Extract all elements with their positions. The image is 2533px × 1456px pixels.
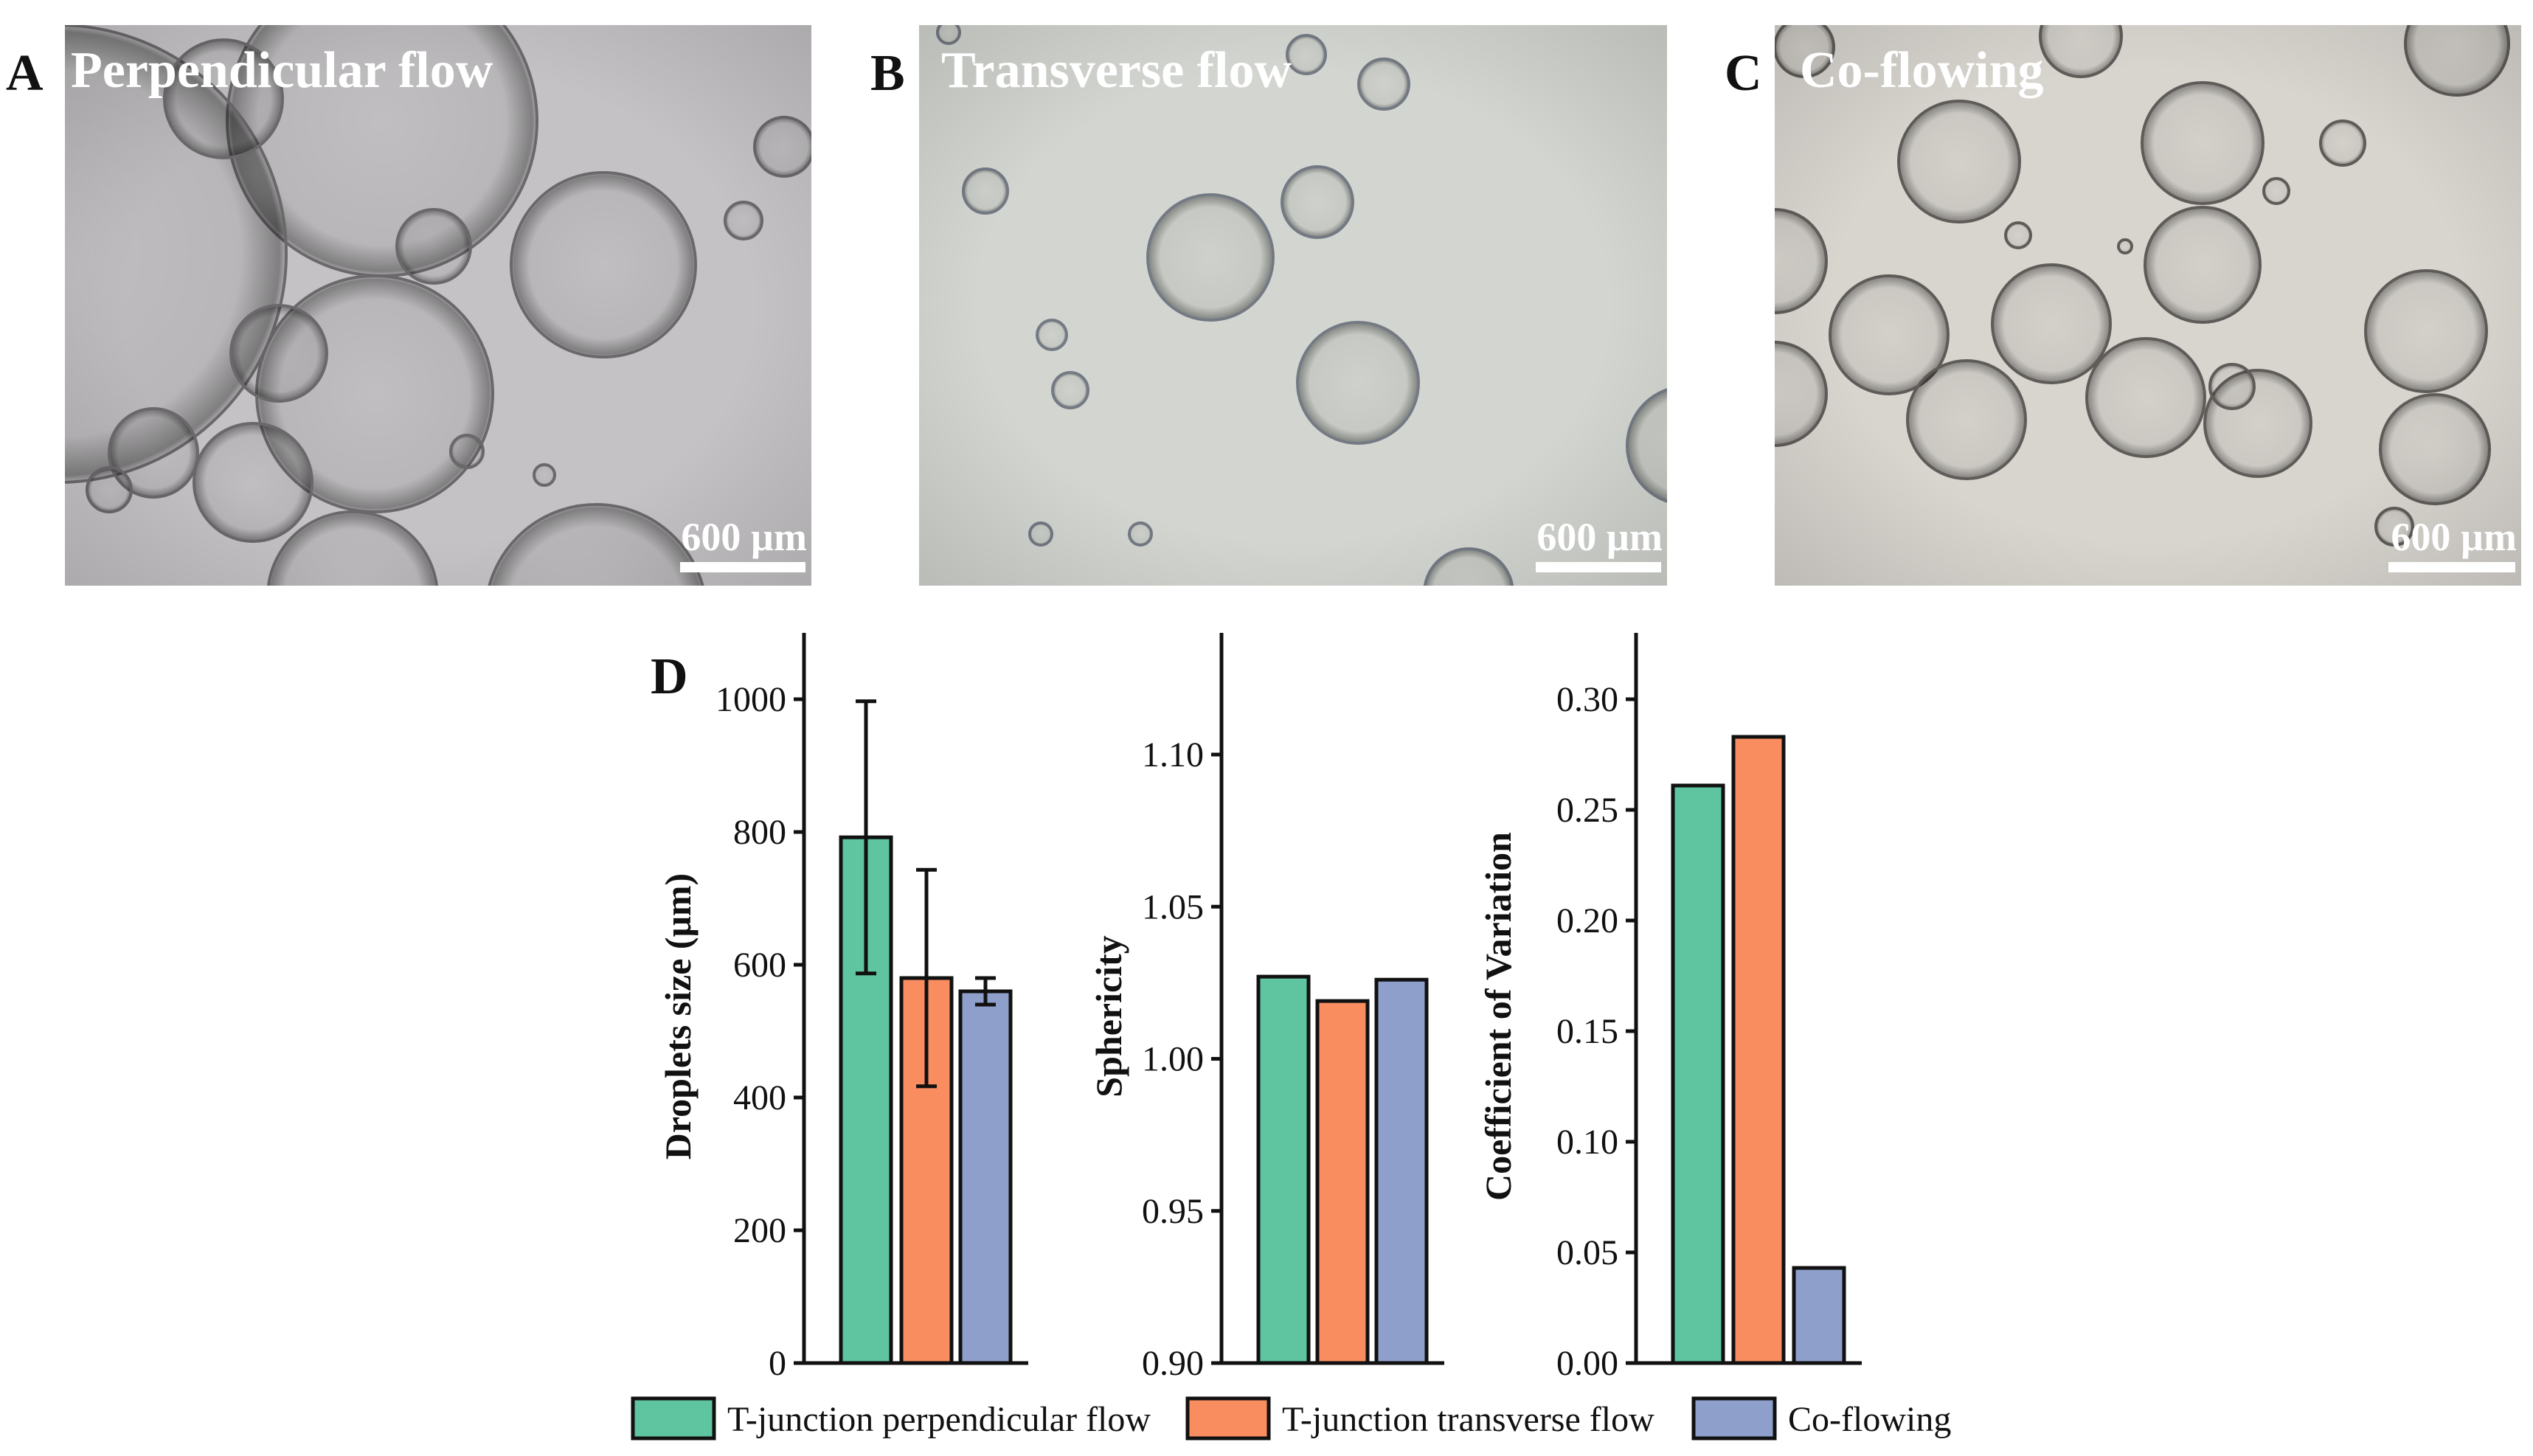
bar-2-3 (1374, 977, 1429, 1365)
y-tick-label-3-6: 0.30 (1556, 680, 1618, 719)
panel-b: B Transverse flow 600 µm (870, 25, 1667, 586)
y-tick-label-2-3: 1.05 (1142, 887, 1204, 926)
scale-label-c: 600 µm (2391, 515, 2517, 559)
y-tick-label-1-3: 600 (733, 946, 786, 985)
y-tick-label-3-3: 0.15 (1556, 1012, 1618, 1051)
y-tick-label-2-0: 0.90 (1142, 1344, 1204, 1383)
y-tick-label-3-2: 0.10 (1556, 1123, 1618, 1162)
panel-c-letter: C (1725, 45, 1762, 102)
panel-a-title: Perpendicular flow (71, 42, 493, 99)
y-axis-label-2: Sphericity (1088, 935, 1129, 1097)
legend: T-junction perpendicular flow T-junction … (631, 1396, 1951, 1441)
legend-swatch-1 (631, 1396, 716, 1441)
panel-a-letter: A (6, 45, 44, 102)
panel-c-title: Co-flowing (1800, 42, 2044, 99)
bar-3-1 (1671, 783, 1725, 1365)
bar-1-3 (958, 989, 1013, 1365)
panel-c: C Co-flowing 600 µm (1725, 25, 2521, 586)
chart-2: 0.90 0.95 1.00 1.05 1.10 Sphericity (1088, 633, 1444, 1383)
y-tick-label-1-0: 0 (769, 1344, 786, 1383)
legend-label-2: T-junction transverse flow (1282, 1400, 1654, 1439)
y-tick-label-2-2: 1.00 (1142, 1040, 1204, 1079)
scale-bar-b (1536, 562, 1661, 572)
y-tick-label-3-5: 0.25 (1556, 791, 1618, 830)
panel-b-title: Transverse flow (941, 42, 1292, 99)
y-tick-label-1-4: 800 (733, 813, 786, 852)
legend-swatch-2 (1185, 1396, 1271, 1441)
error-bar-1-2 (916, 867, 937, 1089)
panel-a: A Perpendicular flow 600 µm (6, 25, 811, 586)
legend-swatch-3 (1691, 1396, 1777, 1441)
bar-2-1 (1256, 974, 1311, 1365)
legend-label-1: T-junction perpendicular flow (727, 1400, 1151, 1439)
y-tick-label-1-1: 200 (733, 1211, 786, 1250)
chart-3: 0.00 0.05 0.10 0.15 0.20 0.25 0.30 Coefficient … (1477, 633, 1862, 1383)
scale-label-a: 600 µm (681, 515, 807, 559)
chart-1: 0 200 400 600 800 1000 Droplets size (μm) (657, 633, 1028, 1383)
error-bar-1-1 (856, 699, 876, 976)
bar-3-3 (1792, 1266, 1846, 1365)
panel-b-letter: B (870, 45, 905, 102)
y-axis-label-1: Droplets size (μm) (657, 873, 699, 1159)
scale-label-b: 600 µm (1536, 515, 1663, 559)
y-tick-label-2-1: 0.95 (1142, 1192, 1204, 1231)
y-tick-label-1-5: 1000 (715, 680, 786, 719)
y-tick-label-3-4: 0.20 (1556, 901, 1618, 940)
y-tick-label-3-1: 0.05 (1556, 1233, 1618, 1272)
y-tick-label-3-0: 0.00 (1556, 1344, 1618, 1383)
scale-bar-c (2388, 562, 2515, 572)
legend-label-3: Co-flowing (1788, 1400, 1951, 1439)
error-bar-1-3 (975, 976, 996, 1007)
y-axis-label-3: Coefficient of Variation (1477, 832, 1519, 1201)
bar-3-2 (1731, 735, 1786, 1365)
y-tick-label-2-4: 1.10 (1142, 735, 1204, 774)
y-tick-label-1-2: 400 (733, 1078, 786, 1117)
scale-bar-a (680, 562, 805, 572)
bar-2-2 (1315, 999, 1370, 1365)
panel-d-letter: D (651, 648, 688, 705)
